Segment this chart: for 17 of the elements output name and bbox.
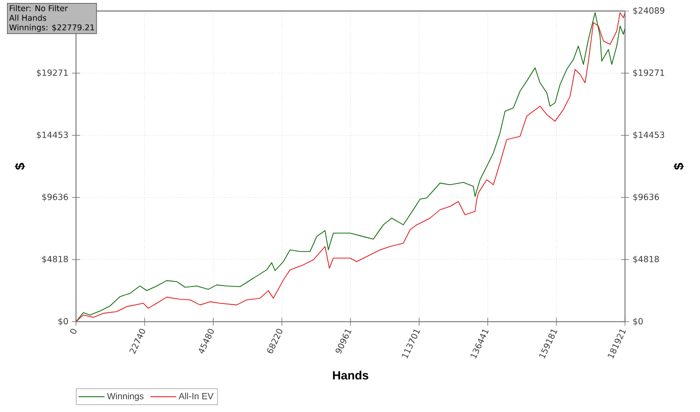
y2-tick-label: $24089 — [633, 7, 664, 15]
y2-tick-label: $19271 — [633, 69, 664, 77]
y-tick-label: $4818 — [42, 256, 68, 264]
y-tick-label: $19271 — [36, 69, 68, 77]
legend-label: Winnings — [107, 392, 144, 402]
y2-tick-label: $14453 — [633, 131, 664, 140]
y2-axis-title: $ — [674, 162, 684, 170]
x-tick-label: 0 — [70, 328, 76, 334]
y2-tick-label: $9636 — [633, 194, 659, 202]
x-axis-title: Hands — [333, 370, 368, 380]
y-axis-title: $ — [14, 162, 26, 170]
y-tick-label: $9636 — [42, 194, 68, 202]
legend-label: All-In EV — [178, 392, 214, 400]
y-tick-label: $14453 — [36, 131, 68, 140]
y-tick-label: $0 — [58, 318, 68, 326]
y2-tick-label: $0 — [633, 318, 643, 326]
y2-tick-label: $4818 — [633, 256, 659, 264]
